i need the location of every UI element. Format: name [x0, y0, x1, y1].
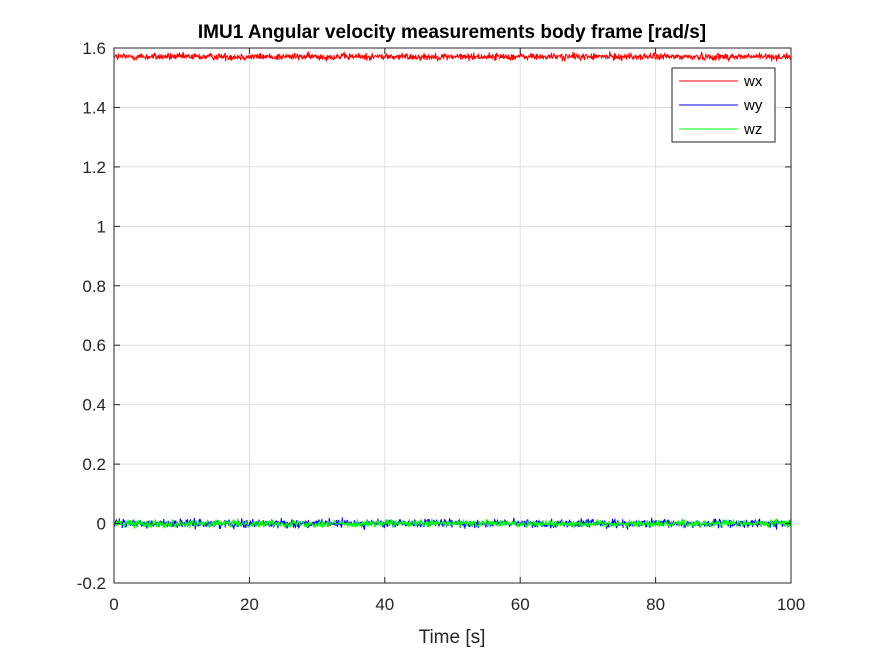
y-tick-label: 1: [97, 217, 106, 236]
y-tick-label: 0.2: [82, 455, 106, 474]
y-tick-label: 1.6: [82, 39, 106, 58]
series-line-wx: [113, 50, 792, 63]
ticks: 0 20 40 60 80 100-0.200.20.40.60.811.21.41.6: [77, 39, 805, 614]
x-tick-label: 60: [511, 595, 530, 614]
x-axis-label: Time [s]: [419, 627, 486, 648]
series-layer: [113, 50, 792, 530]
y-tick-label: 1.2: [82, 158, 106, 177]
legend-label-wy: wy: [743, 97, 763, 114]
x-tick-label: 100: [777, 595, 805, 614]
x-tick-label: 20: [240, 595, 259, 614]
x-tick-label: 0: [109, 595, 118, 614]
legend-label-wz: wz: [743, 121, 762, 138]
chart-title: IMU1 Angular velocity measurements body …: [198, 22, 706, 43]
y-tick-label: 0.8: [82, 277, 106, 296]
y-tick-label: 0.6: [82, 336, 106, 355]
x-tick-label: 40: [375, 595, 394, 614]
y-tick-label: 0: [97, 515, 106, 534]
x-tick-label: 80: [646, 595, 665, 614]
y-tick-label: -0.2: [77, 574, 106, 593]
legend: wx wy wz: [671, 67, 776, 143]
series-line-wz: [113, 518, 792, 530]
axes-box: [113, 47, 792, 584]
legend-label-wx: wx: [743, 73, 763, 90]
y-tick-label: 1.4: [82, 98, 106, 117]
y-tick-label: 0.4: [82, 396, 106, 415]
